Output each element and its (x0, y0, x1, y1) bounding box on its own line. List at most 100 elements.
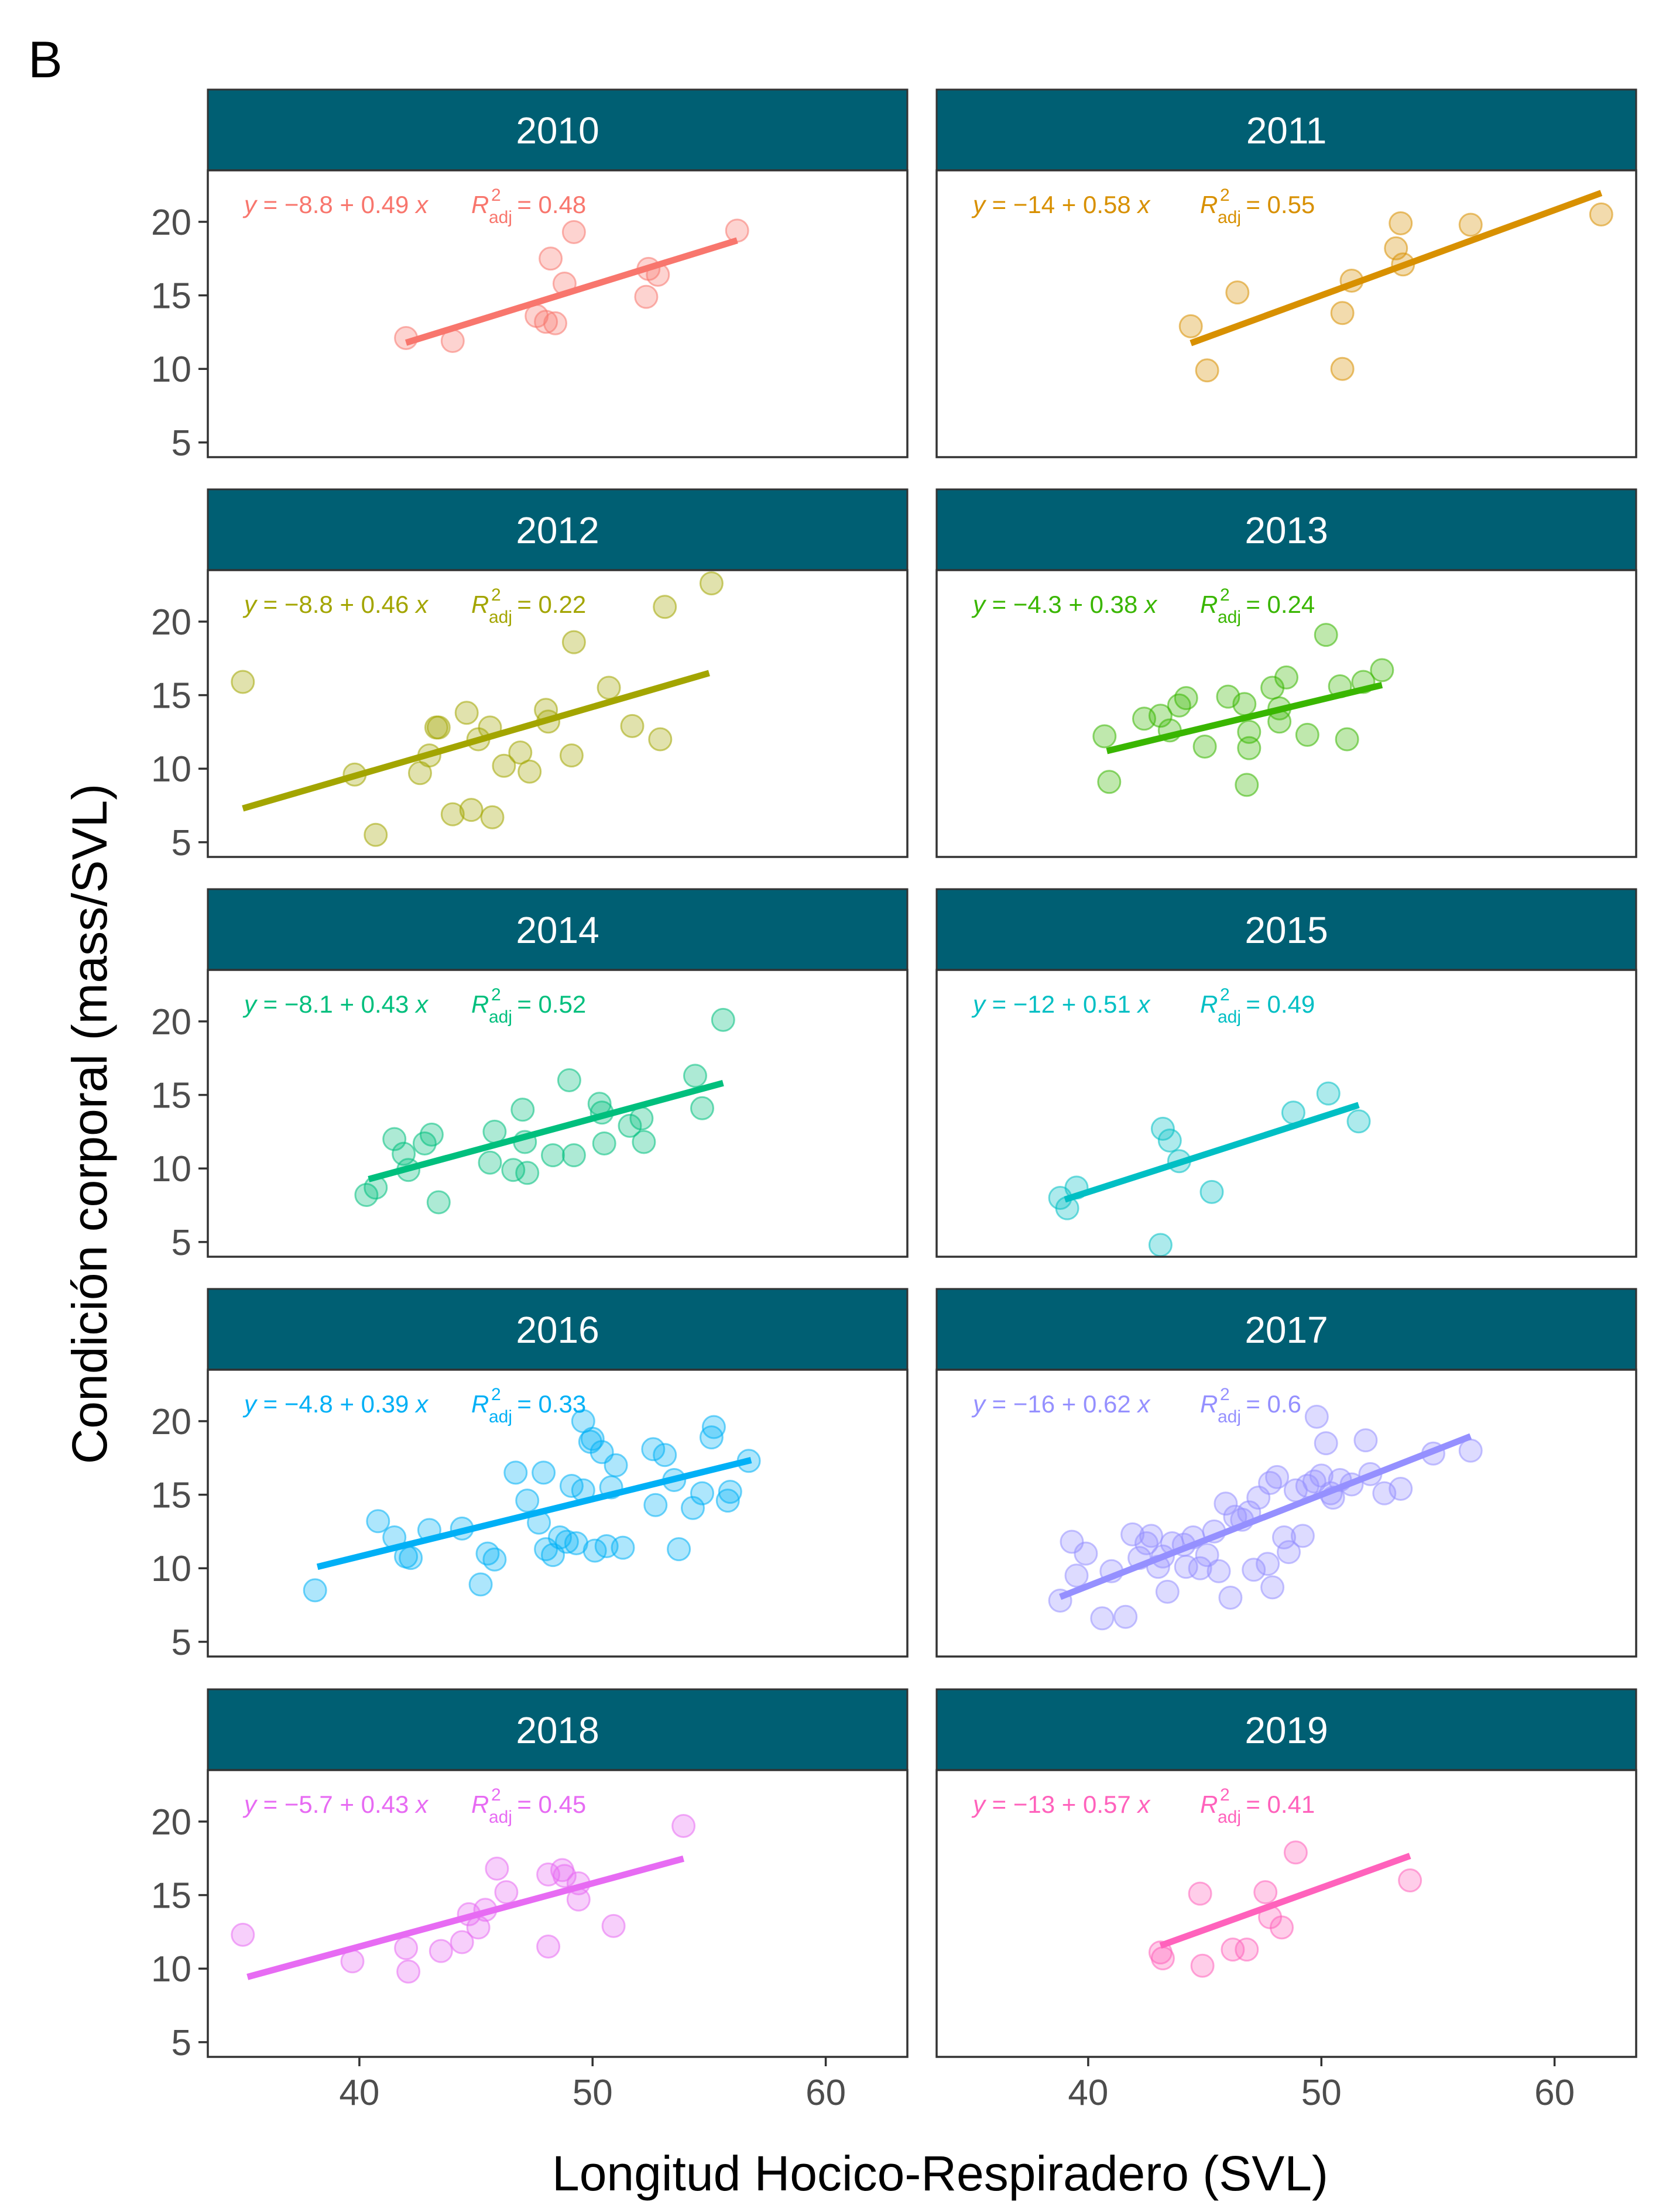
data-point (554, 1529, 579, 1554)
data-point (399, 1546, 423, 1570)
data-point (1589, 202, 1613, 227)
facet-panel-2015: 2015 y = −12 + 0.51 x R = 0.492 adj (935, 888, 1637, 1258)
data-point (1283, 1840, 1308, 1865)
r2-superscript: 2 (1220, 1385, 1230, 1404)
y-tick-label: 10 (151, 1149, 191, 1189)
panel-border (935, 169, 1637, 458)
data-point (1206, 1559, 1231, 1583)
data-point (1190, 1953, 1215, 1978)
y-tick-label: 5 (172, 2023, 191, 2063)
data-point (501, 1158, 526, 1182)
x-tick-label: 50 (573, 2073, 613, 2113)
facet-strip (207, 88, 909, 172)
data-point (641, 1437, 666, 1462)
r2-label: R = 0.49 (1200, 990, 1315, 1018)
regression-line (246, 1855, 685, 1980)
facet-strip-label: 2018 (516, 1709, 599, 1751)
data-point (1265, 1465, 1290, 1489)
data-point (1214, 1491, 1238, 1516)
r2-subscript: adj (1218, 608, 1241, 627)
equation-label: y = −14 + 0.58 x (971, 191, 1151, 218)
r2-label: R = 0.45 (471, 1791, 586, 1818)
data-point (515, 1489, 540, 1513)
r2-superscript: 2 (491, 985, 501, 1004)
data-point (1277, 1540, 1301, 1565)
data-point (1167, 693, 1191, 718)
facet-panel-2016: 2016 y = −4.8 + 0.39 x R = 0.332 adj 5 10 15 20 (151, 1288, 909, 1663)
data-point (620, 714, 645, 738)
data-point (1274, 665, 1298, 690)
data-point (725, 218, 749, 243)
data-point (366, 1509, 390, 1534)
data-point (1389, 211, 1413, 235)
data-point (440, 802, 465, 827)
data-point (485, 1856, 509, 1881)
facet-strip-label: 2014 (516, 909, 599, 951)
regression-line (368, 1079, 724, 1182)
data-point (561, 630, 586, 654)
equation-label: y = −8.8 + 0.46 x (242, 591, 429, 618)
r2-label: R = 0.24 (1200, 591, 1315, 618)
data-point (1195, 1543, 1219, 1568)
data-point (450, 1930, 474, 1954)
data-point (1389, 1477, 1413, 1501)
data-point (303, 1578, 327, 1603)
data-point (1370, 658, 1394, 683)
facet-strip-label: 2010 (516, 109, 599, 152)
data-point (1232, 692, 1257, 716)
facet-strip (207, 1288, 909, 1371)
data-point (648, 727, 673, 752)
data-point (1260, 1575, 1285, 1600)
r2-subscript: adj (489, 208, 512, 227)
data-point (1225, 280, 1250, 305)
panel-border (207, 969, 909, 1258)
data-point (1316, 1081, 1341, 1106)
regression-line (1059, 1433, 1472, 1600)
facet-strip (207, 1688, 909, 1771)
equation-label: y = −13 + 0.57 x (971, 1791, 1151, 1818)
data-point (454, 701, 479, 725)
regression-line (1064, 1102, 1360, 1203)
y-tick-label: 20 (151, 1402, 191, 1442)
data-point (653, 1443, 677, 1467)
y-tick-label: 10 (151, 1949, 191, 1990)
data-point (604, 1453, 628, 1477)
data-point (1150, 1116, 1175, 1141)
r2-superscript: 2 (491, 1385, 501, 1404)
facet-panel-2018: 2018 y = −5.7 + 0.43 x R = 0.452 adj 5 10 15 20 4… (151, 1688, 909, 2113)
data-point (1235, 1937, 1259, 1962)
r2-label: R = 0.41 (1200, 1791, 1315, 1818)
equation-label: y = −8.8 + 0.49 x (242, 191, 429, 218)
data-point (701, 1415, 726, 1439)
data-point (510, 1098, 535, 1122)
panel-border (207, 1769, 909, 2058)
r2-subscript: adj (489, 1407, 512, 1426)
regression-line (316, 1457, 752, 1570)
data-point (1174, 686, 1198, 711)
data-point (1195, 358, 1219, 383)
facet-panel-2017: 2017 y = −16 + 0.62 x R = 0.62 adj (935, 1288, 1637, 1658)
data-point (1199, 1179, 1224, 1204)
regression-line (405, 237, 738, 346)
data-point (1270, 1915, 1294, 1940)
x-tick-label: 40 (339, 2073, 379, 2113)
data-point (1314, 1431, 1338, 1456)
data-point (459, 798, 484, 822)
facet-strip-label: 2015 (1245, 909, 1328, 951)
facet-strip-label: 2019 (1245, 1709, 1328, 1751)
r2-superscript: 2 (491, 585, 501, 605)
data-point (1188, 1881, 1212, 1906)
data-point (690, 1481, 714, 1505)
data-point (1157, 1129, 1182, 1153)
data-point (1237, 736, 1262, 760)
data-point (681, 1496, 705, 1520)
panel-border (935, 1369, 1637, 1658)
data-point (1090, 1606, 1115, 1631)
data-point (426, 715, 451, 740)
data-point (426, 1190, 451, 1215)
data-point (1120, 1522, 1145, 1546)
data-point (364, 822, 388, 847)
panel-border (207, 569, 909, 858)
plot-area (208, 1770, 907, 2057)
data-point (1139, 1524, 1163, 1548)
